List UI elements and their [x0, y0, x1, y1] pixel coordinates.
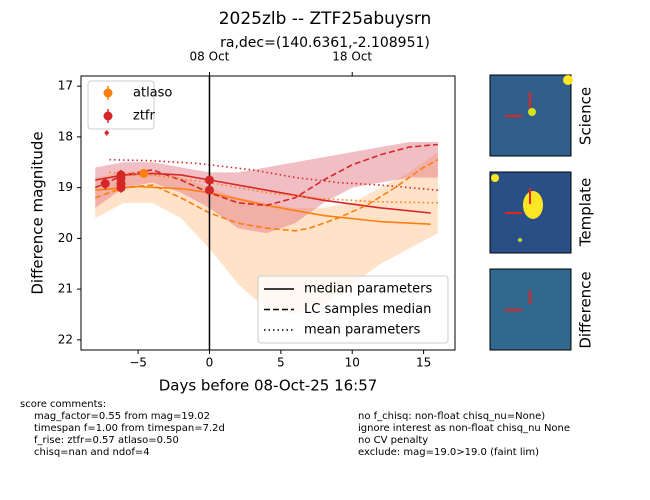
model-line: [95, 185, 431, 225]
image-label: Difference: [577, 271, 595, 348]
legend-box: [257, 275, 449, 344]
source: [563, 75, 573, 85]
subtitle: ra,dec=(140.6361,-2.108951): [220, 35, 430, 51]
crosshair: [505, 188, 531, 214]
crosshair: [505, 92, 531, 117]
legend: atlaso ztfr: [87, 80, 172, 130]
top-x-tick-label: 18 Oct: [332, 50, 372, 64]
image-label: Template: [577, 178, 595, 247]
y-tick-label: 20: [58, 231, 73, 245]
x-axis-label: Days before 08-Oct-25 16:57: [159, 377, 378, 395]
crosshair: [505, 290, 531, 311]
y-tick-label: 18: [58, 129, 73, 143]
uncertainty-band: [95, 141, 438, 234]
data-point: [204, 185, 214, 195]
data-point: [116, 183, 126, 193]
y-axis-label: Difference magnitude: [29, 131, 47, 294]
comment-line: exclude: mag=19.0>19.0 (faint lim): [358, 447, 539, 458]
y-tick-label: 19: [58, 180, 73, 194]
top-x-tick-label: 08 Oct: [190, 50, 230, 64]
comment-line: ignore interest as non-float chisq_nu No…: [358, 423, 570, 434]
data-point: [204, 175, 214, 185]
y-tick-label: 21: [58, 282, 73, 296]
uncertainty-band: [95, 152, 438, 315]
chart-title: 2025zlb -- ZTF25abuysrn: [219, 9, 432, 29]
x-tick-label: 15: [416, 356, 431, 370]
upper-limit: [104, 129, 110, 136]
comment-line: mag_factor=0.55 from mag=19.02: [34, 411, 210, 422]
y-tick-label: 17: [58, 79, 73, 93]
legend-marker: [103, 88, 113, 98]
legend-label: ztfr: [133, 109, 155, 124]
legend-label: LC samples median: [304, 302, 431, 317]
source: [528, 108, 536, 116]
comment-line: f_rise: ztfr=0.57 atlaso=0.50: [34, 435, 179, 446]
model-line: [94, 143, 438, 207]
model-line: [95, 159, 439, 232]
legend-label: median parameters: [304, 282, 432, 297]
plot-area: [94, 76, 439, 350]
x-tick-label: −5: [129, 356, 147, 370]
source: [523, 191, 543, 219]
source: [518, 238, 522, 242]
comment-line: chisq=nan and ndof=4: [34, 447, 150, 458]
plot-frame: [80, 75, 456, 351]
image-label: Science: [577, 87, 595, 145]
comment-line: no f_chisq: non-float chisq_nu=None): [358, 411, 545, 422]
comments-title: score comments:: [20, 399, 106, 410]
legend-marker: [103, 111, 113, 121]
source: [491, 174, 499, 182]
difference-image: [489, 268, 572, 351]
x-tick-label: 10: [345, 356, 360, 370]
legend-label: atlaso: [133, 86, 172, 101]
data-point: [139, 168, 149, 178]
x-tick-label: 5: [277, 356, 285, 370]
legend-label: mean parameters: [304, 323, 421, 338]
x-tick-label: 0: [206, 356, 214, 370]
comment-line: timespan f=1.00 from timespan=7.2d: [34, 423, 225, 434]
cutouts: [489, 74, 573, 351]
legend: median parameters LC samples median mean p…: [257, 275, 449, 344]
data-point: [100, 179, 110, 189]
model-line: [109, 171, 438, 204]
y-tick-label: 22: [58, 332, 73, 346]
comment-line: no CV penalty: [358, 435, 428, 446]
